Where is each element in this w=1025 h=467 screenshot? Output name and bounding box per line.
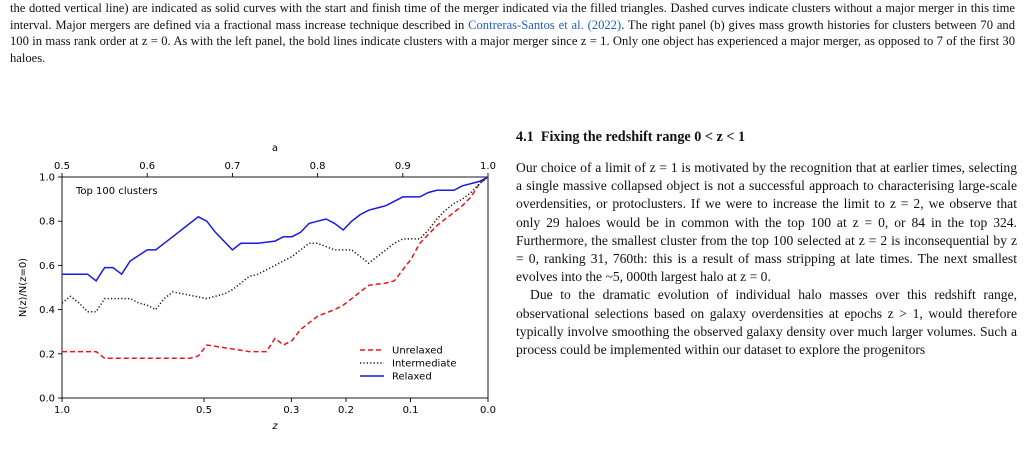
x-tick-label-z: 0.5 [196,405,212,416]
body-text: Our choice of a limit of z = 1 is motiva… [516,159,1017,359]
plot-area: 0.00.20.40.60.81.01.0 0.5 0.3 0.2 0.1 0.00.5 0… [18,143,496,432]
x-tick-label-z: 1.0 [54,405,70,416]
figure-caption: the dotted vertical line) are indicated … [10,0,1015,66]
y-tick-label: 0.8 [39,217,55,228]
plot-frame [61,176,489,399]
citation-link[interactable]: Contreras-Santos et al. (2022) [468,17,622,32]
paragraph-1: Our choice of a limit of z = 1 is motiva… [516,160,1017,285]
x-tick-label-a: 0.8 [310,161,326,172]
x-tick-label-z: 0.3 [283,405,299,416]
x-tick-label-a: 1.0 [480,161,496,172]
x-tick-label-a: 0.9 [395,161,411,172]
legend-label-unrelaxed: Unrelaxed [392,346,443,357]
paragraph-2: Due to the dramatic evolution of individ… [516,287,1017,358]
x-tick-label-z: 0.1 [403,405,419,416]
x-tick-label-a: 0.5 [54,161,70,172]
legend-label-intermediate: Intermediate [392,359,457,370]
y-tick-label: 0.0 [39,394,55,405]
section-heading: 4.1 Fixing the redshift range 0 < z < 1 [516,129,745,146]
top-x-axis-label: a [272,143,278,154]
section-title: Fixing the redshift range 0 < z < 1 [540,129,746,145]
section-number: 4.1 [516,129,534,145]
y-tick-label: 1.0 [39,173,55,184]
y-axis-label: N(z)/N(z=0) [18,258,29,317]
chart-annotation: Top 100 clusters [75,186,158,197]
cluster-fraction-figure: 0.00.20.40.60.81.01.0 0.5 0.3 0.2 0.1 0.00.5 0… [18,143,496,432]
series-line-intermediate [61,176,489,313]
y-tick-label: 0.4 [39,305,55,316]
y-tick-label: 0.2 [39,349,55,360]
y-tick-label: 0.6 [39,261,55,272]
caption-text-1: the dotted vertical line) are indicated … [10,1,1015,32]
series-line-unrelaxed [62,176,489,359]
x-tick-label-a: 0.6 [139,161,155,172]
x-tick-label-a: 0.7 [224,161,240,172]
series-line-relaxed [62,176,489,283]
legend-label-relaxed: Relaxed [392,372,432,383]
caption-text-2: . The right panel (b) gives mass growth … [10,17,1016,65]
x-axis-label: z [271,421,278,432]
x-tick-label-z: 0.2 [338,405,354,416]
x-tick-label-z: 0.0 [480,405,496,416]
